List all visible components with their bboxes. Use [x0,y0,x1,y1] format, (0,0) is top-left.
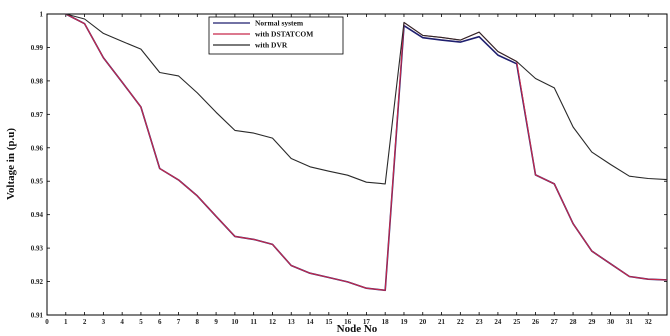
x-tick-label: 32 [645,318,653,326]
x-tick-label: 12 [269,318,277,326]
y-tick-label: 0.93 [31,245,44,253]
x-tick-label: 0 [45,318,49,326]
x-tick-label: 5 [139,318,143,326]
legend-entry: with DVR [255,41,288,50]
x-tick-label: 16 [344,318,352,326]
x-tick-label: 6 [158,318,162,326]
x-tick-label: 22 [457,318,465,326]
y-tick-label: 1 [40,11,44,19]
x-tick-label: 21 [438,318,446,326]
y-axis-ticks: 0.91 0.92 0.93 0.94 0.95 0.96 0.97 0.98 0.99 1 [31,11,667,320]
y-axis-label: Voltage in (p.u) [5,128,17,200]
x-tick-label: 8 [196,318,200,326]
y-tick-label: 0.91 [31,312,44,320]
x-tick-label: 31 [626,318,634,326]
x-tick-label: 24 [494,318,502,326]
x-tick-label: 9 [214,318,218,326]
x-tick-label: 26 [532,318,540,326]
x-tick-label: 23 [476,318,484,326]
x-tick-label: 30 [607,318,615,326]
x-tick-label: 11 [250,318,257,326]
x-tick-label: 27 [551,318,559,326]
legend-entry: Normal system [255,19,304,28]
series-lines [65,13,668,292]
y-tick-label: 0.98 [31,77,44,85]
x-tick-label: 14 [307,318,315,326]
x-tick-label: 20 [419,318,427,326]
x-tick-label: 18 [382,318,390,326]
x-axis-label: Node No [337,323,378,335]
x-tick-label: 25 [513,318,521,326]
x-tick-label: 7 [177,318,181,326]
x-tick-label: 10 [231,318,239,326]
legend-entry: with DSTATCOM [255,30,313,39]
x-tick-label: 3 [102,318,106,326]
x-tick-label: 13 [288,318,296,326]
x-tick-label: 17 [363,318,371,326]
y-tick-label: 0.95 [31,178,44,186]
plot-frame [46,13,668,316]
y-tick-label: 0.94 [31,211,44,219]
y-tick-label: 0.96 [31,144,44,152]
series-line-with-dvr [65,13,668,185]
x-tick-label: 15 [325,318,333,326]
y-tick-label: 0.97 [31,111,44,119]
x-tick-label: 4 [120,318,124,326]
legend: Normal system with DSTATCOM with DVR [208,16,344,55]
x-axis-ticks: 0 1 2 3 4 5 6 7 8 9 10 11 12 13 14 15 16 17 18 19 20 21 22 23 24… [45,14,652,326]
x-tick-label: 1 [64,318,68,326]
series-line-normal-system [65,13,668,292]
x-tick-label: 19 [400,318,408,326]
y-tick-label: 0.99 [31,44,44,52]
x-tick-label: 2 [83,318,87,326]
x-tick-label: 29 [588,318,596,326]
x-tick-label: 28 [570,318,578,326]
series-line-with-dstatcom [65,13,668,291]
y-tick-label: 0.92 [31,278,44,286]
